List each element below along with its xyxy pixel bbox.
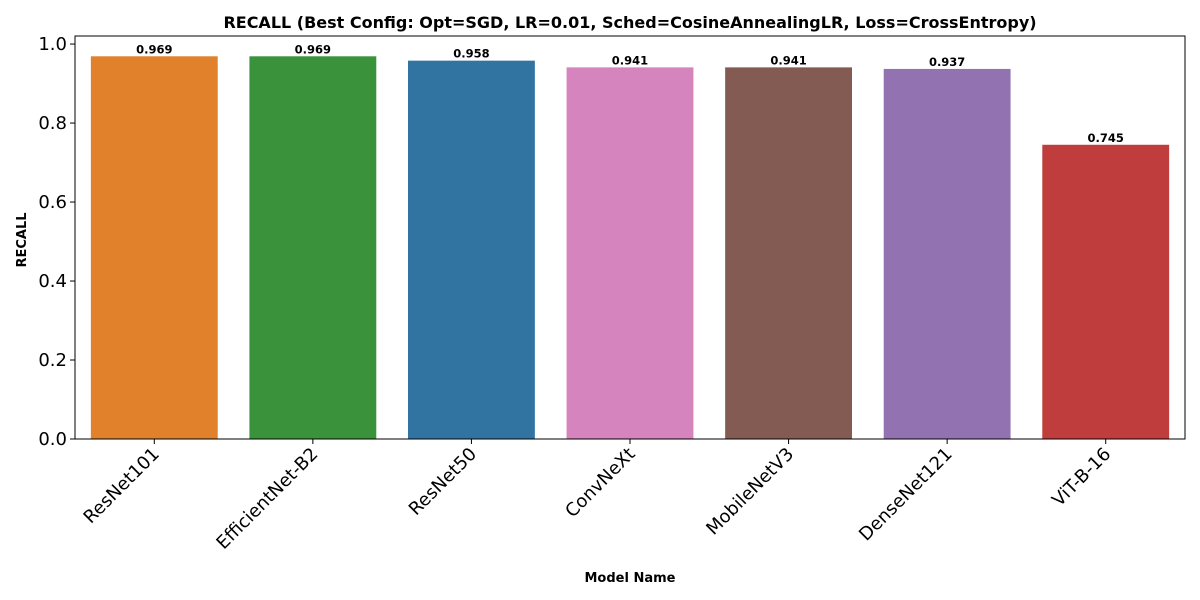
bar-value-label-efficientnet-b2: 0.969 [295,42,331,56]
x-axis: ResNet101 EfficientNet-B2 ResNet50 ConvNeXt… [80,439,1115,554]
bar-mobilenetv3 [725,67,852,440]
x-axis-label: Model Name [585,571,676,586]
y-tick-label: 0.6 [38,192,67,213]
y-tick-label: 0.4 [38,271,67,292]
x-tick-label-resnet50: ResNet50 [405,444,481,520]
bar-value-label-mobilenetv3: 0.941 [770,53,806,67]
y-axis: 0.0 0.2 0.4 0.6 0.8 1.0 [38,34,75,450]
y-tick-label: 1.0 [38,34,67,55]
bar-efficientnet-b2 [249,56,377,440]
x-tick-label-mobilenetv3: MobileNetV3 [702,444,798,540]
y-tick-label: 0.2 [38,350,67,371]
y-axis-label: RECALL [15,212,30,267]
bar-resnet50 [408,60,535,439]
x-tick-label-vit-b-16: ViT-B-16 [1048,444,1115,511]
bar-convnext [566,67,694,440]
bar-densenet121 [883,68,1011,439]
x-tick-label-efficientnet-b2: EfficientNet-B2 [212,444,322,554]
bar-value-label-resnet50: 0.958 [453,47,489,61]
bar-value-label-vit-b-16: 0.745 [1088,131,1124,145]
bar-vit-b-16 [1042,144,1170,439]
bar-value-labels: 0.969 0.969 0.958 0.941 0.941 0.937 0.745 [136,42,1124,144]
bar-value-label-densenet121: 0.937 [929,55,965,69]
chart-title: RECALL (Best Config: Opt=SGD, LR=0.01, S… [223,13,1036,32]
x-tick-label-densenet121: DenseNet121 [855,444,957,546]
plot-frame [74,35,1186,440]
bar-resnet101 [90,56,218,440]
x-tick-label-convnext: ConvNeXt [561,444,639,522]
y-tick-label: 0.8 [38,113,67,134]
x-tick-label-resnet101: ResNet101 [80,444,164,528]
bar-value-label-convnext: 0.941 [612,53,648,67]
y-tick-label: 0.0 [38,429,67,450]
bars-group [90,56,1170,440]
bar-value-label-resnet101: 0.969 [136,42,172,56]
